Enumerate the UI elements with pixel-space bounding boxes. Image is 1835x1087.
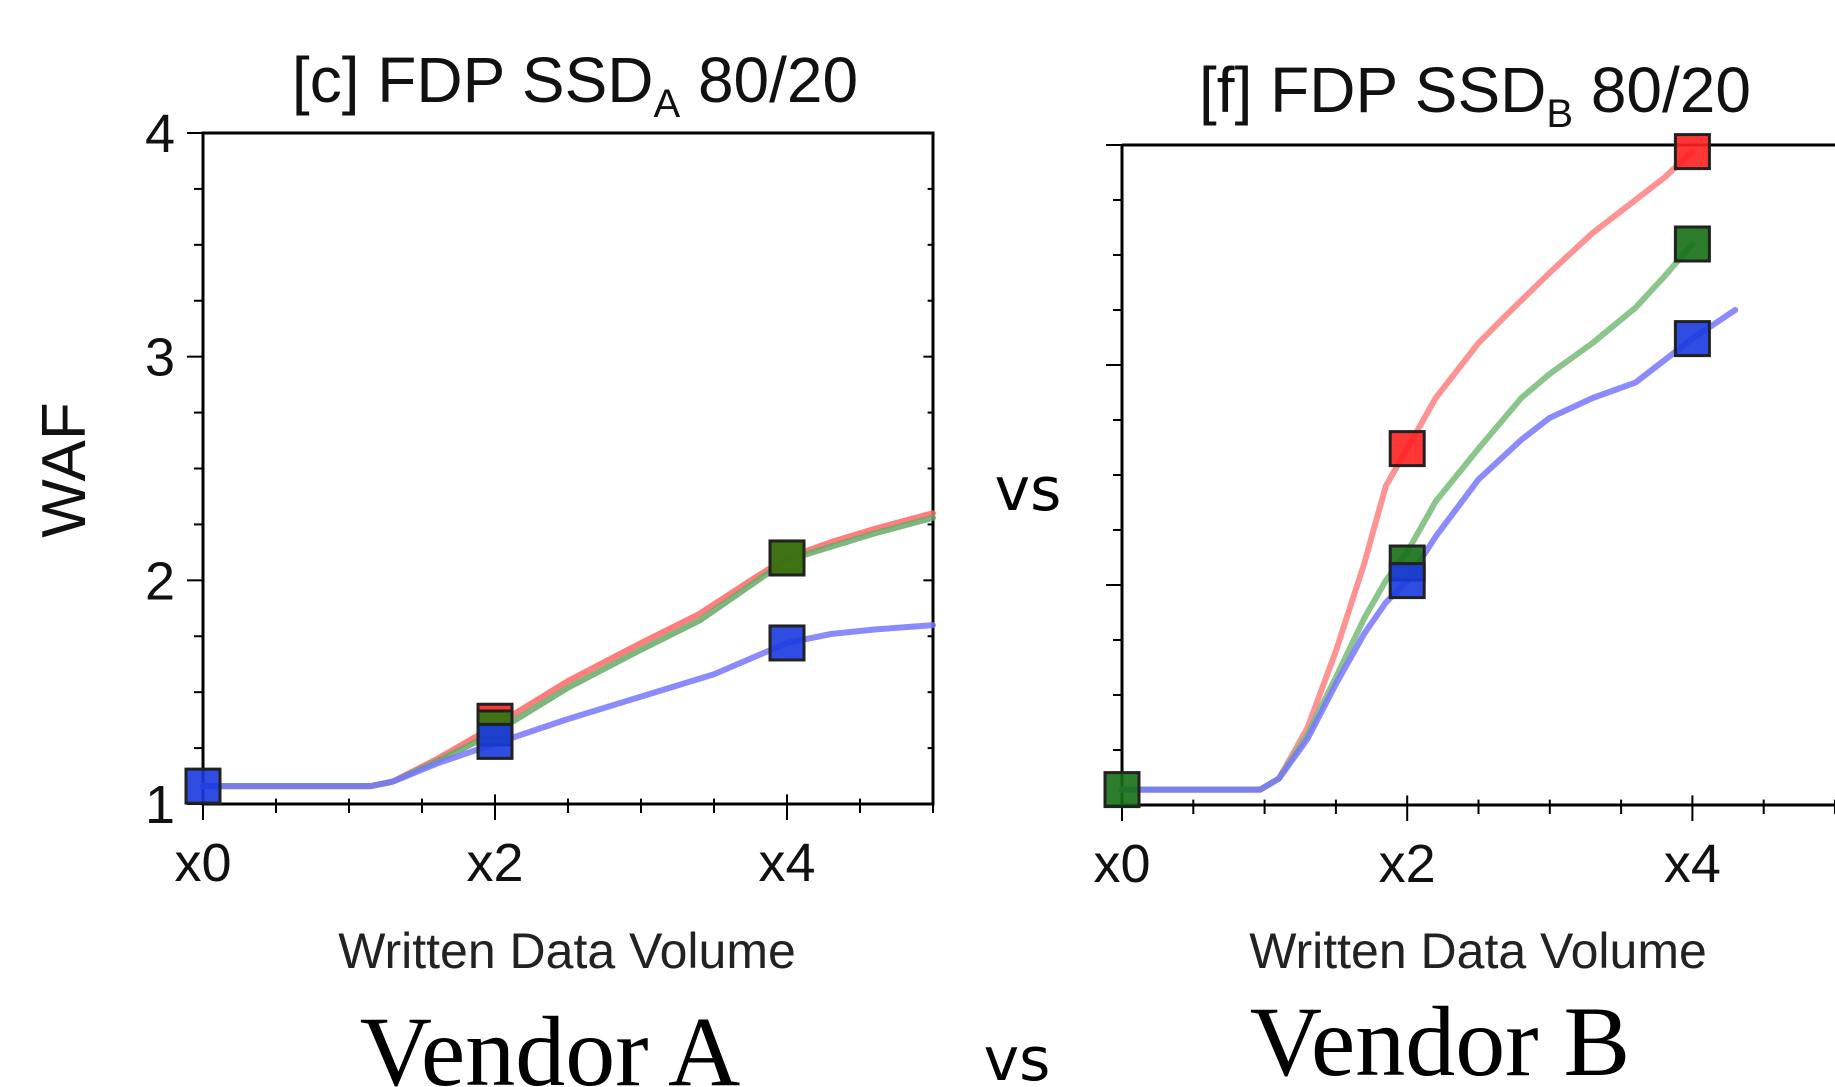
- chart-a-xtick-label: x2: [466, 833, 523, 893]
- vendor-a-label: Vendor A: [360, 996, 741, 1087]
- chart-a-ytick-label: 1: [145, 775, 175, 835]
- chart-a-frame: [201, 131, 935, 806]
- chart-b-xlabel: Written Data Volume: [1249, 923, 1707, 979]
- vendor-b-label: Vendor B: [1250, 986, 1631, 1087]
- chart-a-plot-area: 1 2 3 4 x0 x2 x4: [145, 104, 936, 893]
- chart-b-xtick-label: x0: [1093, 834, 1150, 894]
- chart-a-ytick-label: 4: [145, 104, 175, 164]
- chart-b-xtick-label: x2: [1379, 834, 1436, 894]
- chart-a-xlabel: Written Data Volume: [338, 923, 796, 979]
- chart-b-series-line-1: [1119, 241, 1696, 793]
- chart-a-series-line-0: [200, 510, 936, 790]
- chart-a-xtick-label: x4: [758, 833, 815, 893]
- chart-a-series-marker-2: [476, 722, 514, 760]
- chart-a-series-line-2: [200, 622, 936, 790]
- chart-b-title: [f] FDP SSDB 80/20: [1199, 54, 1751, 136]
- chart-b-series-marker-0: [1388, 430, 1426, 468]
- vs-middle-label: vs: [995, 455, 1062, 525]
- chart-a-ylabel: WAF: [30, 402, 99, 537]
- chart-a-xtick-label: x0: [174, 833, 231, 893]
- vs-bottom-label: vs: [984, 1025, 1051, 1087]
- chart-b-series-marker-1: [1103, 771, 1141, 809]
- chart-a-series-marker-2: [184, 767, 222, 805]
- chart-vendor-b: [f] FDP SSDB 80/20 Written Data Volume x…: [1093, 54, 1835, 979]
- chart-b-series-marker-1: [1673, 225, 1711, 263]
- chart-b-series-marker-0: [1673, 133, 1711, 171]
- chart-a-ytick-label: 2: [145, 551, 175, 611]
- chart-b-series-line-2: [1119, 307, 1739, 793]
- chart-b-xtick-label: x4: [1664, 834, 1721, 894]
- chart-b-series-line-0: [1119, 148, 1696, 793]
- chart-a-series-line-1: [200, 514, 936, 790]
- chart-a-ytick-label: 3: [145, 328, 175, 388]
- chart-a-series-marker-2: [768, 624, 806, 662]
- chart-b-plot-area: x0 x2 x4: [1093, 133, 1835, 894]
- chart-b-series-marker-2: [1388, 562, 1426, 600]
- chart-a-title: [c] FDP SSDA 80/20: [292, 44, 858, 126]
- chart-a-series-marker-1: [768, 539, 806, 577]
- chart-vendor-a: [c] FDP SSDA 80/20 WAF Written Data Volu…: [30, 44, 936, 979]
- chart-b-series-marker-2: [1673, 320, 1711, 358]
